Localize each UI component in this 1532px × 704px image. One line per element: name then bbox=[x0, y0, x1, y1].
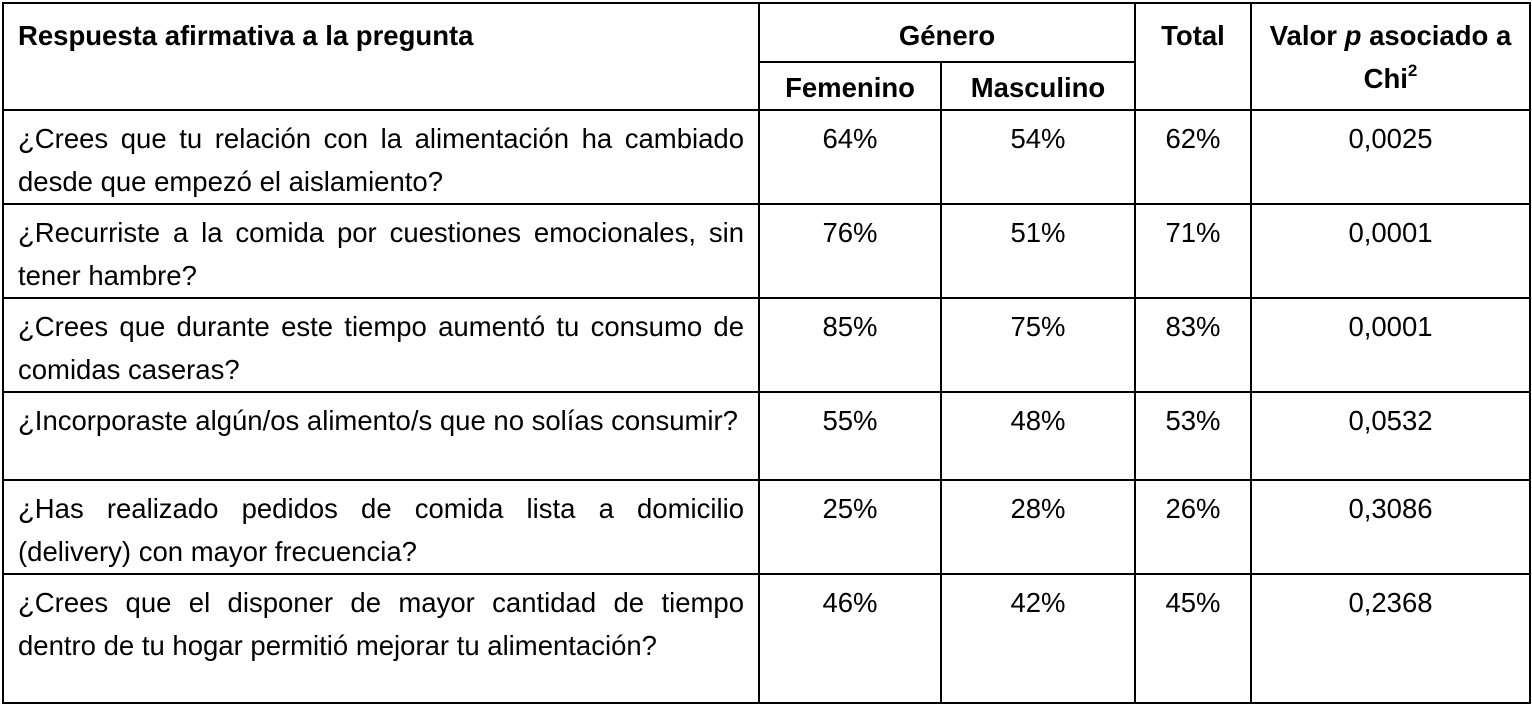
total-cell: 26% bbox=[1134, 479, 1252, 575]
male-cell: 51% bbox=[940, 203, 1136, 299]
male-cell: 75% bbox=[940, 297, 1136, 393]
female-cell: 76% bbox=[758, 203, 942, 299]
question-cell: ¿Has realizado pedidos de comida lista a… bbox=[2, 479, 760, 575]
table-row: ¿Incorporaste algún/os alimento/s que no… bbox=[2, 391, 1531, 481]
female-cell: 55% bbox=[758, 391, 942, 481]
total-cell: 83% bbox=[1134, 297, 1252, 393]
table-row: ¿Crees que el disponer de mayor cantidad… bbox=[2, 573, 1531, 704]
total-cell: 45% bbox=[1134, 573, 1252, 704]
question-cell: ¿Incorporaste algún/os alimento/s que no… bbox=[2, 391, 760, 481]
question-cell: ¿Crees que durante este tiempo aumentó t… bbox=[2, 297, 760, 393]
total-cell: 53% bbox=[1134, 391, 1252, 481]
male-column-header: Masculino bbox=[940, 61, 1136, 111]
pvalue-column-header: Valor p asociado a Chi2 bbox=[1250, 2, 1531, 111]
pvalue-cell: 0,0001 bbox=[1250, 297, 1531, 393]
female-cell: 64% bbox=[758, 109, 942, 205]
question-cell: ¿Crees que el disponer de mayor cantidad… bbox=[2, 573, 760, 704]
male-cell: 42% bbox=[940, 573, 1136, 704]
total-cell: 71% bbox=[1134, 203, 1252, 299]
pvalue-cell: 0,0001 bbox=[1250, 203, 1531, 299]
male-cell: 28% bbox=[940, 479, 1136, 575]
pvalue-cell: 0,3086 bbox=[1250, 479, 1531, 575]
pvalue-superscript: 2 bbox=[1407, 60, 1418, 80]
table-row: ¿Has realizado pedidos de comida lista a… bbox=[2, 479, 1531, 575]
question-cell: ¿Recurriste a la comida por cuestiones e… bbox=[2, 203, 760, 299]
pvalue-mid: asociado a Chi bbox=[1361, 20, 1512, 94]
male-cell: 54% bbox=[940, 109, 1136, 205]
pvalue-p-symbol: p bbox=[1344, 20, 1362, 51]
table-row: ¿Crees que durante este tiempo aumentó t… bbox=[2, 297, 1531, 393]
male-cell: 48% bbox=[940, 391, 1136, 481]
female-column-header: Femenino bbox=[758, 61, 942, 111]
pvalue-prefix: Valor bbox=[1269, 20, 1345, 51]
pvalue-cell: 0,2368 bbox=[1250, 573, 1531, 704]
gender-column-header: Género bbox=[758, 2, 1136, 63]
total-cell: 62% bbox=[1134, 109, 1252, 205]
table-row: ¿Recurriste a la comida por cuestiones e… bbox=[2, 203, 1531, 299]
question-cell: ¿Crees que tu relación con la alimentaci… bbox=[2, 109, 760, 205]
table-row: ¿Crees que tu relación con la alimentaci… bbox=[2, 109, 1531, 205]
female-cell: 46% bbox=[758, 573, 942, 704]
female-cell: 25% bbox=[758, 479, 942, 575]
pvalue-cell: 0,0025 bbox=[1250, 109, 1531, 205]
female-cell: 85% bbox=[758, 297, 942, 393]
total-column-header: Total bbox=[1134, 2, 1252, 111]
pvalue-cell: 0,0532 bbox=[1250, 391, 1531, 481]
question-column-header: Respuesta afirmativa a la pregunta bbox=[2, 2, 760, 111]
